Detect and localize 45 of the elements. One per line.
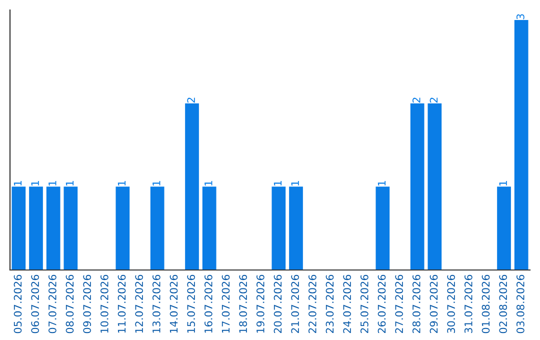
x-tick-label: 31.07.2026: [464, 274, 472, 334]
x-tick-label: 15.07.2026: [187, 274, 196, 333]
x-tick-label: 23.07.2026: [326, 274, 334, 334]
x-tick-label: 10.07.2026: [100, 274, 108, 333]
x-tick-label: 25.07.2026: [360, 274, 368, 334]
data-label: 2: [412, 98, 420, 103]
data-label: 1: [499, 181, 507, 186]
data-label: 1: [48, 181, 56, 186]
x-tick-label: 01.08.2026: [482, 274, 490, 334]
x-tick-label: 20.07.2026: [274, 274, 282, 334]
data-label: 3: [516, 14, 524, 20]
data-label: 1: [14, 181, 22, 186]
x-tick-label: 30.07.2026: [447, 274, 456, 334]
x-tick-label: 21.07.2026: [291, 274, 300, 334]
x-tick-label: 28.07.2026: [412, 274, 420, 334]
x-tick-label: 22.07.2026: [308, 274, 316, 334]
data-label: 1: [378, 181, 386, 186]
data-label: 1: [152, 181, 160, 186]
x-tick-label: 24.07.2026: [343, 274, 352, 334]
x-tick-label: 13.07.2026: [152, 274, 160, 333]
x-tick-label: 02.08.2026: [499, 274, 508, 334]
data-label: 1: [66, 181, 74, 186]
x-tick-label: 08.07.2026: [66, 274, 74, 334]
x-tick-label: 07.07.2026: [48, 274, 56, 334]
x-tick-label: 19.07.2026: [256, 274, 264, 333]
data-label: 1: [204, 181, 212, 186]
x-tick-label: 06.07.2026: [31, 274, 40, 334]
data-label: 1: [291, 181, 299, 186]
x-tick-label: 09.07.2026: [83, 274, 92, 334]
x-tick-label: 17.07.2026: [222, 274, 230, 333]
x-tick-label: 27.07.2026: [395, 274, 404, 334]
x-tick-label: 12.07.2026: [135, 274, 144, 333]
data-label: 1: [274, 181, 282, 186]
x-tick-label: 26.07.2026: [378, 274, 386, 334]
x-tick-label: 11.07.2026: [118, 274, 126, 333]
data-label: 2: [187, 98, 195, 103]
x-tick-label: 03.08.2026: [516, 274, 524, 334]
x-tick-label: 18.07.2026: [239, 274, 248, 333]
data-label: 1: [118, 181, 126, 186]
x-tick-label: 05.07.2026: [14, 274, 22, 334]
x-tick-label: 16.07.2026: [204, 274, 212, 333]
data-label: 2: [430, 98, 438, 103]
data-label: 1: [31, 181, 39, 186]
x-tick-label: 14.07.2026: [170, 274, 178, 333]
x-tick-label: 29.07.2026: [430, 274, 438, 334]
